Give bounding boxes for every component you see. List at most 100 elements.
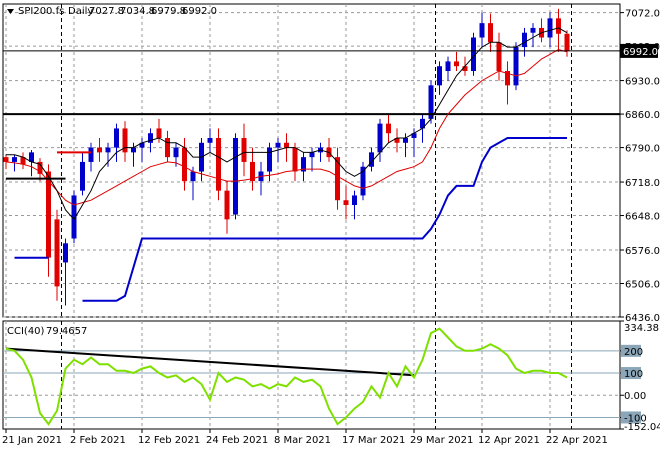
candle-up [360,166,366,196]
candle-up [369,152,374,167]
cci-panel-frame [2,320,621,430]
candle-down [556,18,561,34]
candle-down [20,157,26,165]
cci-value: 79.4657 [46,326,87,337]
candle-down [335,157,340,201]
header-high: 7034.8 [120,6,155,17]
candle-down [165,138,170,158]
cci-tick-label: 100 [624,369,643,380]
candle-down [241,138,247,162]
price-tick-label: 6718.0 [625,178,660,189]
time-axis: 21 Jan 2021 2 Feb 2021 12 Feb 2021 24 Feb 2… [2,429,608,446]
candle-down [505,71,510,86]
candle-up [114,128,119,148]
cci-tick-highlight [621,411,641,424]
candle-down [386,123,391,134]
candle-down [250,161,255,182]
candle-down [284,142,289,148]
main-price-panel: 7072.07002.06930.06860.06790.06718.06648… [2,3,660,324]
cci-line [5,327,568,426]
candle-down [156,128,162,139]
candle-up [479,23,485,38]
current-price-box [620,43,658,58]
cci-tick-label: -152.042 [624,422,660,433]
candle-up [267,147,272,172]
price-axis: 7072.07002.06930.06860.06790.06718.06648… [620,9,660,324]
candle-up [80,161,85,191]
candle-up [131,147,136,153]
collapse-triangle-icon[interactable] [7,9,14,14]
candle-up [403,138,408,143]
time-tick-label: 2 Feb 2021 [70,435,126,446]
price-tick-label: 7072.0 [625,9,660,20]
candle-down [97,147,102,153]
time-tick-label: 17 Mar 2021 [342,435,405,446]
candle-up [148,133,153,143]
cci-tick-highlight [621,344,641,357]
candle-up [522,32,527,48]
candle-up [105,147,111,153]
candle-down [496,42,502,72]
long-moving-average-line [5,48,568,206]
candle-down [488,23,493,43]
price-tick-label: 6576.0 [625,246,660,257]
current-price-label: 6992.0 [623,47,658,58]
time-tick-label: 8 Mar 2021 [274,435,331,446]
price-tick-label: 6436.0 [625,313,660,324]
candle-up [301,157,306,172]
time-tick-label: 29 Mar 2021 [410,435,473,446]
candle-down [216,138,221,191]
candle-down [343,200,349,206]
trailing-stop-line [14,137,567,302]
candle-up [139,142,145,148]
candle-up [352,195,357,206]
time-tick-label: 21 Jan 2021 [2,435,62,446]
cci-lines [5,327,568,426]
time-tick-label: 12 Apr 2021 [478,435,540,446]
indicator-lines [3,27,620,302]
header-open: 7027.8 [89,6,124,17]
candle-up [428,85,434,119]
candle-down [564,33,570,51]
cci-tick-highlight [621,367,641,380]
candle-up [411,133,417,139]
price-tick-label: 6648.0 [625,212,660,223]
candle-up [445,61,451,72]
candle-down [394,138,400,143]
candle-down [182,147,187,182]
candle-up [63,243,68,263]
candle-up [190,171,196,182]
candle-up [471,37,476,72]
chart-header: SPI200.fs Daily 7027.8 7034.8 6979.8 699… [7,6,217,17]
candle-up [309,152,315,158]
candle-up [437,66,442,86]
cci-panel: 334.3816 200 100 0.00 -100-152.042 CCI(40) 7… [2,320,660,433]
price-tick-label: 6860.0 [625,110,660,121]
candle-down [454,61,459,67]
candles [3,8,570,306]
candle-down [3,157,9,162]
header-symbol: SPI200.fs [18,6,64,17]
candle-up [12,157,17,162]
candle-up [377,123,383,153]
candle-up [29,152,34,162]
candle-up [547,18,553,38]
candle-down [292,147,298,172]
candle-down [462,66,468,72]
short-moving-average-line [6,27,568,221]
candle-down [54,219,60,287]
candle-up [207,138,213,143]
cci-label: CCI(40) [7,326,45,337]
cci-axis: 334.3816 200 100 0.00 -100-152.042 [620,320,660,433]
candle-up [71,195,77,239]
header-close: 6992.0 [182,6,217,17]
cci-tick-label: 200 [624,347,643,358]
cci-tick-label: -100 [624,413,647,424]
price-tick-label: 6506.0 [625,279,660,290]
candle-down [37,161,43,174]
cci-tick-label: 334.3816 [624,323,660,334]
candle-up [420,118,425,129]
header-low: 6979.8 [151,6,186,17]
time-tick-label: 24 Feb 2021 [206,435,268,446]
